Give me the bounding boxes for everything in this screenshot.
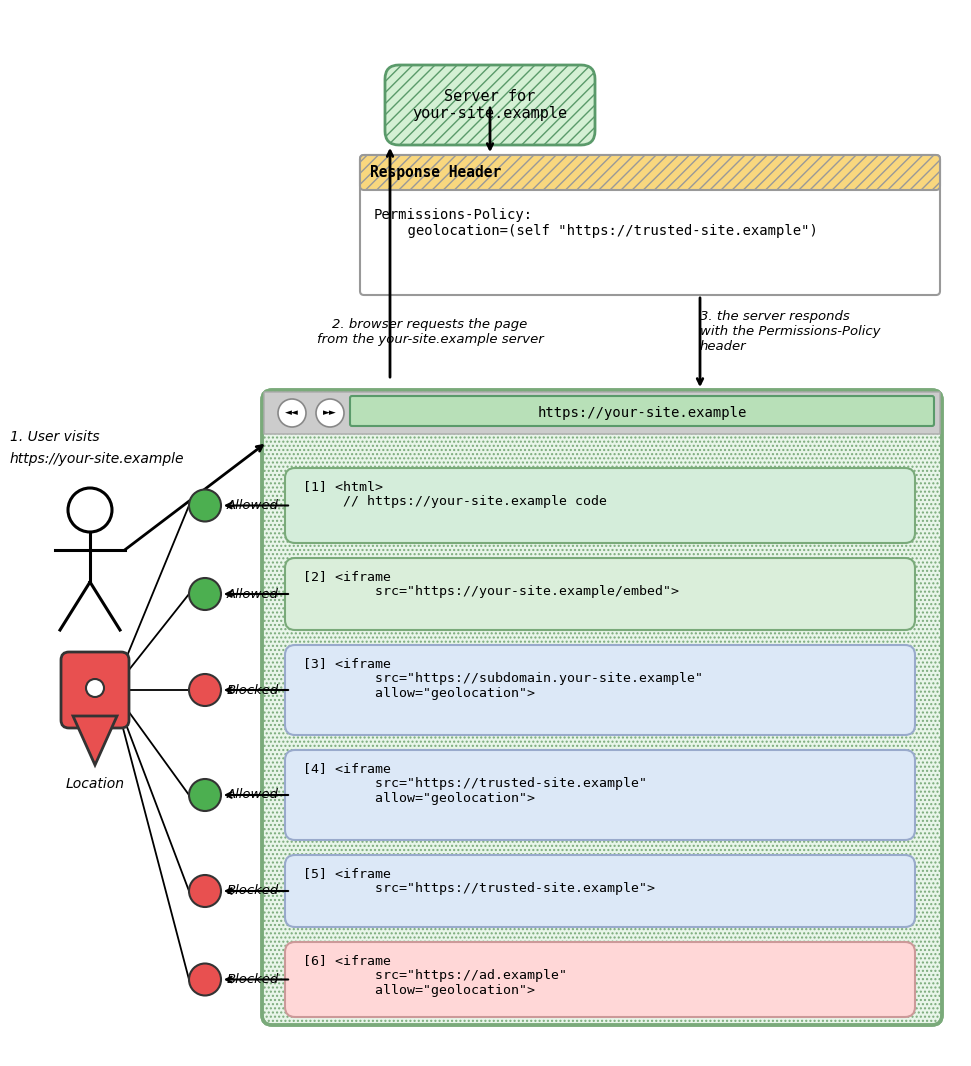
Text: https://your-site.example: https://your-site.example (537, 406, 747, 420)
Circle shape (86, 679, 104, 697)
Text: 1. User visits: 1. User visits (10, 430, 100, 445)
Text: Location: Location (65, 777, 124, 791)
FancyBboxPatch shape (264, 392, 940, 434)
Text: ►►: ►► (323, 408, 337, 418)
Circle shape (189, 964, 221, 996)
FancyBboxPatch shape (385, 65, 595, 145)
Text: Blocked: Blocked (227, 683, 280, 696)
Text: Blocked: Blocked (227, 973, 280, 986)
Text: [2] <iframe
         src="https://your-site.example/embed">: [2] <iframe src="https://your-site.examp… (303, 570, 679, 598)
Text: Blocked: Blocked (227, 885, 280, 898)
FancyBboxPatch shape (285, 855, 915, 927)
Text: Allowed: Allowed (227, 789, 279, 802)
FancyBboxPatch shape (285, 645, 915, 734)
Text: Allowed: Allowed (227, 587, 279, 600)
FancyBboxPatch shape (285, 750, 915, 840)
Circle shape (316, 399, 344, 427)
Circle shape (189, 489, 221, 521)
Text: Permissions-Policy:
    geolocation=(self "https://trusted-site.example"): Permissions-Policy: geolocation=(self "h… (374, 208, 818, 238)
FancyBboxPatch shape (285, 942, 915, 1017)
Circle shape (189, 674, 221, 706)
Text: [6] <iframe
         src="https://ad.example"
         allow="geolocation">: [6] <iframe src="https://ad.example" all… (303, 954, 567, 997)
FancyBboxPatch shape (350, 395, 934, 426)
FancyBboxPatch shape (61, 652, 129, 728)
Text: [5] <iframe
         src="https://trusted-site.example">: [5] <iframe src="https://trusted-site.ex… (303, 867, 655, 895)
Text: Allowed: Allowed (227, 499, 279, 512)
FancyBboxPatch shape (285, 468, 915, 543)
Text: [4] <iframe
         src="https://trusted-site.example"
         allow="geolocat: [4] <iframe src="https://trusted-site.ex… (303, 762, 647, 805)
Text: 2. browser requests the page
from the your-site.example server: 2. browser requests the page from the yo… (317, 318, 544, 346)
FancyBboxPatch shape (360, 155, 940, 190)
Text: ◄◄: ◄◄ (285, 408, 299, 418)
Text: [3] <iframe
         src="https://subdomain.your-site.example"
         allow="g: [3] <iframe src="https://subdomain.your-… (303, 657, 703, 700)
Text: Response Header: Response Header (370, 165, 501, 180)
Text: https://your-site.example: https://your-site.example (10, 452, 184, 466)
Circle shape (278, 399, 306, 427)
Circle shape (189, 578, 221, 610)
Text: Server for
your-site.example: Server for your-site.example (413, 88, 568, 122)
Polygon shape (73, 716, 117, 765)
Circle shape (189, 779, 221, 811)
Circle shape (189, 875, 221, 907)
FancyBboxPatch shape (285, 558, 915, 630)
FancyBboxPatch shape (360, 155, 940, 295)
Text: [1] <html>
     // https://your-site.example code: [1] <html> // https://your-site.example … (303, 480, 607, 508)
Text: 3. the server responds
with the Permissions-Policy
header: 3. the server responds with the Permissi… (700, 310, 881, 353)
FancyBboxPatch shape (262, 390, 942, 1025)
